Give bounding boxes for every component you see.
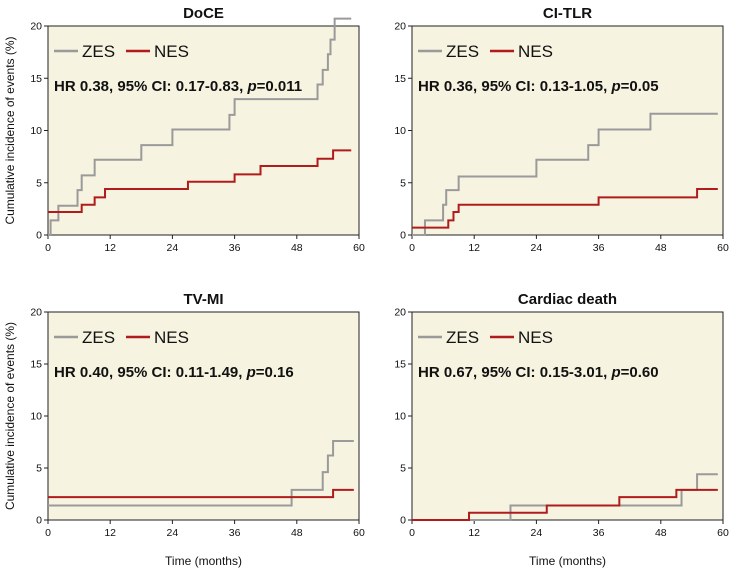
x-tick-label: 48 <box>291 527 303 539</box>
series-line-nes <box>48 488 354 499</box>
x-tick-label: 36 <box>229 242 241 254</box>
series-line-zes <box>48 17 352 236</box>
x-tick-label: 36 <box>593 242 605 254</box>
y-tick-label: 10 <box>394 125 406 137</box>
x-tick-label: 12 <box>468 527 480 539</box>
y-tick-label: 20 <box>30 21 42 33</box>
y-tick-label: 10 <box>30 411 42 423</box>
p-value: =0.16 <box>256 364 294 381</box>
x-tick-label: 24 <box>167 527 179 539</box>
x-tick-label: 0 <box>45 242 51 254</box>
legend-label-zes: ZES <box>82 328 115 347</box>
y-tick-label: 10 <box>394 411 406 423</box>
plot-area <box>411 311 724 521</box>
panel-title: TV-MI <box>184 291 224 308</box>
x-tick-label: 24 <box>531 527 543 539</box>
y-axis-label: Cumulative incidence of events (%) <box>3 322 17 510</box>
legend-label-nes: NES <box>518 328 553 347</box>
y-tick-label: 10 <box>30 125 42 137</box>
p-symbol: p <box>610 364 620 381</box>
legend-label-nes: NES <box>154 42 189 61</box>
x-tick-label: 12 <box>104 242 116 254</box>
x-tick-label: 24 <box>167 242 179 254</box>
hr-annotation: HR 0.38, 95% CI: 0.17-0.83, p=0.011 <box>54 78 302 95</box>
x-tick-label: 60 <box>353 242 365 254</box>
plot-area <box>47 25 360 236</box>
panel-3: Cardiac death 0 5 10 15 20 0 12 24 36 48 60 Time (mo… <box>394 291 729 568</box>
x-tick-label: 60 <box>353 527 365 539</box>
x-tick-label: 36 <box>593 527 605 539</box>
hr-text: HR 0.38, 95% CI: 0.17-0.83, <box>54 78 247 95</box>
series-line-nes <box>48 149 352 214</box>
x-tick-label: 12 <box>104 527 116 539</box>
y-tick-label: 20 <box>30 307 42 319</box>
p-value: =0.05 <box>621 78 659 95</box>
series-line-zes <box>412 112 718 236</box>
x-tick-label: 36 <box>229 527 241 539</box>
plot-area <box>411 25 724 236</box>
y-tick-label: 20 <box>394 307 406 319</box>
y-tick-label: 20 <box>394 21 406 33</box>
hr-annotation: HR 0.40, 95% CI: 0.11-1.49, p=0.16 <box>54 364 294 381</box>
p-symbol: p <box>246 364 256 381</box>
legend-label-nes: NES <box>154 328 189 347</box>
legend-label-zes: ZES <box>446 328 479 347</box>
y-tick-label: 0 <box>36 515 42 527</box>
legend-label-nes: NES <box>518 42 553 61</box>
series-line-zes <box>412 473 718 521</box>
p-symbol: p <box>610 78 620 95</box>
y-tick-label: 5 <box>36 463 42 475</box>
hr-text: HR 0.40, 95% CI: 0.11-1.49, <box>54 364 247 381</box>
hr-text: HR 0.67, 95% CI: 0.15-3.01, <box>418 364 611 381</box>
x-tick-label: 48 <box>655 242 667 254</box>
series-line-nes <box>412 488 718 521</box>
panel-2: TV-MI 0 5 10 15 20 0 12 24 36 48 60 Cumulative incid… <box>3 291 365 568</box>
panel-title: Cardiac death <box>518 291 617 308</box>
x-tick-label: 48 <box>655 527 667 539</box>
y-tick-label: 15 <box>30 359 42 371</box>
y-tick-label: 15 <box>394 359 406 371</box>
hr-annotation: HR 0.67, 95% CI: 0.15-3.01, p=0.60 <box>418 364 659 381</box>
x-tick-label: 24 <box>531 242 543 254</box>
y-tick-label: 15 <box>394 73 406 85</box>
p-value: =0.011 <box>257 78 302 95</box>
plot-area <box>47 311 360 521</box>
legend-label-zes: ZES <box>82 42 115 61</box>
x-tick-label: 48 <box>291 242 303 254</box>
x-tick-label: 0 <box>409 527 415 539</box>
x-tick-label: 60 <box>717 527 729 539</box>
p-value: =0.60 <box>621 364 659 381</box>
x-axis-label: Time (months) <box>165 554 242 568</box>
y-tick-label: 0 <box>400 230 406 242</box>
x-tick-label: 12 <box>468 242 480 254</box>
y-tick-label: 15 <box>30 73 42 85</box>
hr-annotation: HR 0.36, 95% CI: 0.13-1.05, p=0.05 <box>418 78 659 95</box>
x-tick-label: 0 <box>45 527 51 539</box>
x-tick-label: 60 <box>717 242 729 254</box>
x-axis-label: Time (months) <box>529 554 606 568</box>
y-tick-label: 5 <box>36 177 42 189</box>
p-symbol: p <box>246 78 256 95</box>
panel-0: DoCE 0 5 10 15 20 0 12 24 36 48 60 Cumulative incide… <box>3 5 365 254</box>
legend-label-zes: ZES <box>446 42 479 61</box>
y-tick-label: 0 <box>36 230 42 242</box>
panel-1: CI-TLR 0 5 10 15 20 0 12 24 36 48 60 ZES NES HR 0.36, … <box>394 5 729 254</box>
y-tick-label: 5 <box>400 463 406 475</box>
hr-text: HR 0.36, 95% CI: 0.13-1.05, <box>418 78 611 95</box>
y-axis-label: Cumulative incidence of events (%) <box>3 36 17 224</box>
x-tick-label: 0 <box>409 242 415 254</box>
y-tick-label: 0 <box>400 515 406 527</box>
panel-title: DoCE <box>183 5 224 22</box>
y-tick-label: 5 <box>400 177 406 189</box>
series-line-nes <box>412 188 718 229</box>
panel-title: CI-TLR <box>543 5 592 22</box>
